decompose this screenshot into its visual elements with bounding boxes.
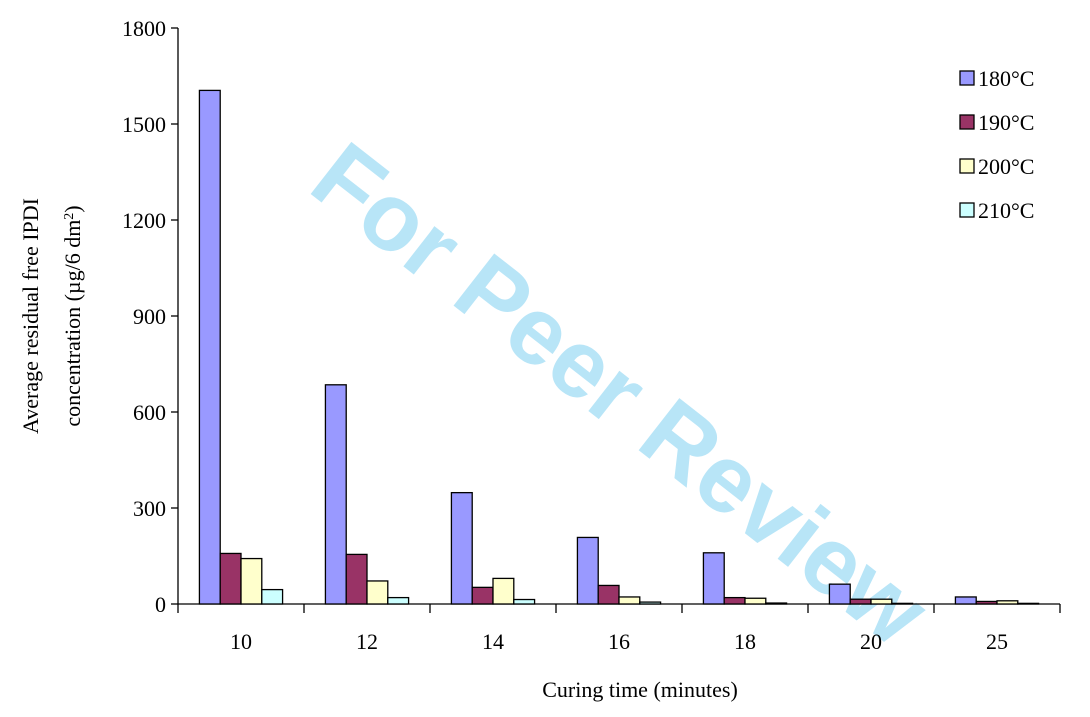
bar <box>891 602 914 605</box>
bar <box>849 598 872 605</box>
legend: 180°C 190°C 200°C 210°C <box>959 66 1034 223</box>
x-tick-label: 16 <box>608 629 630 654</box>
bar <box>261 588 284 605</box>
y-axis: 0 300 600 900 1200 1500 1800 <box>122 16 179 617</box>
y-axis-title-line2: concentration (µg/6 dm2) <box>60 205 85 426</box>
y-axis-title: Average residual free IPDI concentration… <box>18 198 85 434</box>
bar <box>450 491 473 605</box>
x-tick-label: 20 <box>860 629 882 654</box>
bar <box>492 577 515 605</box>
y-tick-label: 1800 <box>122 16 166 41</box>
x-tick-label: 18 <box>734 629 756 654</box>
y-axis-title-line1: Average residual free IPDI <box>18 198 43 434</box>
bar <box>219 552 242 605</box>
bar <box>828 583 851 605</box>
bar <box>513 598 536 605</box>
y-tick-label: 900 <box>133 304 166 329</box>
bar <box>618 596 641 605</box>
legend-label: 190°C <box>978 110 1034 135</box>
x-axis: 10 12 14 16 18 20 25 <box>177 603 1061 654</box>
legend-swatch <box>959 202 975 218</box>
bar <box>996 600 1019 605</box>
legend-label: 180°C <box>978 66 1034 91</box>
bar <box>324 384 347 605</box>
legend-label: 210°C <box>978 198 1034 223</box>
y-tick-label: 1500 <box>122 112 166 137</box>
y-axis-title-line2-prefix: concentration (µg/6 dm <box>60 220 85 427</box>
y-tick-label: 1200 <box>122 208 166 233</box>
x-axis-title: Curing time (minutes) <box>542 677 738 702</box>
y-axis-title-line2-suffix: ) <box>60 205 85 212</box>
x-tick-label: 25 <box>986 629 1008 654</box>
bar <box>345 553 368 605</box>
bar <box>639 601 662 605</box>
y-tick-label: 600 <box>133 400 166 425</box>
bar <box>366 580 389 605</box>
bar <box>723 596 746 605</box>
bars <box>198 89 1040 605</box>
bar <box>387 596 410 605</box>
bar <box>198 89 221 605</box>
bar <box>240 557 263 605</box>
bar <box>702 552 725 605</box>
bar <box>471 586 494 605</box>
bar <box>597 584 620 605</box>
y-tick-label: 0 <box>155 592 166 617</box>
bar <box>870 598 893 605</box>
bar <box>744 597 767 605</box>
bar <box>576 536 599 605</box>
bar <box>954 596 977 605</box>
bar <box>765 602 788 605</box>
x-tick-label: 10 <box>230 629 252 654</box>
bar <box>1017 602 1040 605</box>
legend-swatch <box>959 158 975 174</box>
legend-swatch <box>959 70 975 86</box>
x-tick-label: 12 <box>356 629 378 654</box>
y-tick-label: 300 <box>133 496 166 521</box>
bar <box>975 600 998 605</box>
legend-swatch <box>959 114 975 130</box>
y-axis-title-superscript: 2 <box>62 213 77 220</box>
legend-label: 200°C <box>978 154 1034 179</box>
x-tick-label: 14 <box>482 629 504 654</box>
